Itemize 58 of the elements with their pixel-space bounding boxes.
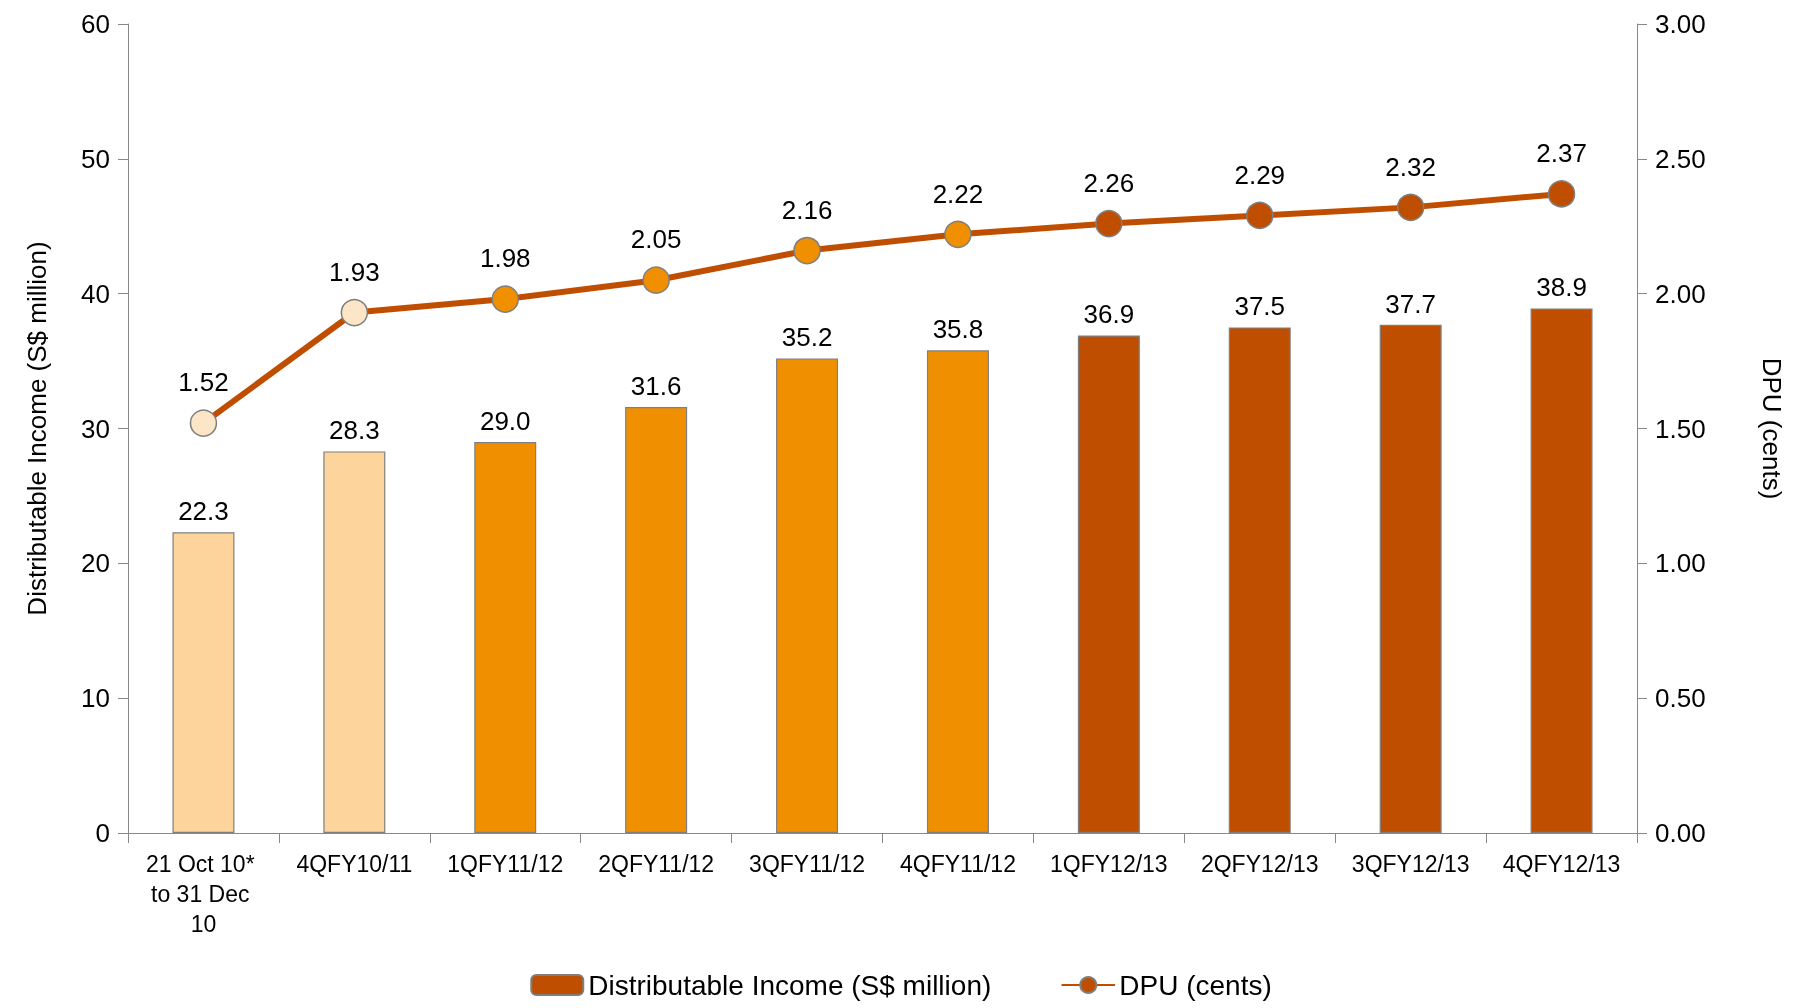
legend-label: Distributable Income (S$ million) (588, 969, 992, 1001)
data-label: 35.2 (781, 322, 833, 353)
x-tick-label: 4QFY10/11 (296, 851, 413, 877)
y-tick-label: 60 (81, 9, 110, 39)
point (189, 409, 218, 437)
data-label: 1.93 (329, 256, 380, 287)
x-tick-label: 4QFY12/13 (1502, 851, 1621, 877)
x-tick-label: 3QFY11/12 (749, 851, 866, 877)
data-label: 38.9 (1536, 272, 1587, 303)
y2-tick-label: 0.50 (1655, 683, 1706, 714)
data-label: 2.16 (781, 194, 833, 225)
data-label: 22.3 (178, 496, 229, 527)
y-tick-label: 20 (81, 548, 110, 579)
data-label: 37.5 (1234, 291, 1286, 322)
y2-axis-title: DPU (cents) (1757, 357, 1787, 500)
data-label: 31.6 (630, 370, 682, 401)
x-tick-label: 4QFY11/12 (899, 851, 1016, 877)
y-tick-label: 10 (81, 683, 110, 714)
point (793, 236, 821, 265)
point (491, 285, 519, 313)
y2-tick-label: 2.50 (1655, 143, 1706, 174)
x-tick-label: 1QFY11/12 (447, 851, 564, 877)
point (1396, 193, 1425, 222)
data-label: 2.32 (1385, 151, 1436, 182)
data-label: 28.3 (329, 415, 380, 446)
data-label: 2.26 (1083, 167, 1135, 198)
y-axis-title: Distributable Income (S$ million) (22, 241, 52, 616)
y-tick-label: 30 (81, 413, 110, 444)
data-label: 29.0 (479, 405, 531, 436)
point (1547, 180, 1576, 208)
data-label: 2.05 (630, 224, 682, 255)
y2-tick-label: 2.00 (1655, 278, 1706, 309)
point (1246, 201, 1274, 230)
y2-tick-label: 3.00 (1655, 9, 1706, 39)
y2-tick-label: 0.00 (1655, 818, 1706, 848)
y2-tick-label: 1.50 (1655, 413, 1706, 444)
y-tick-label: 40 (81, 278, 110, 309)
data-label: 2.37 (1536, 138, 1587, 169)
point (944, 220, 972, 249)
data-label: 2.29 (1234, 159, 1286, 190)
legend-label: DPU (cents) (1119, 969, 1272, 1001)
y-tick-label: 50 (81, 143, 110, 174)
point (642, 266, 670, 294)
x-tick-label: 1QFY12/13 (1050, 851, 1168, 877)
data-label: 1.52 (178, 367, 229, 398)
x-tick-label: 2QFY11/12 (598, 851, 715, 877)
data-label: 36.9 (1083, 299, 1135, 330)
x-tick-label: 3QFY12/13 (1351, 851, 1470, 877)
y-tick-label: 0 (95, 818, 110, 848)
y2-tick-label: 1.00 (1655, 548, 1706, 579)
data-label: 35.8 (932, 314, 984, 345)
point (340, 298, 369, 327)
x-tick-label: 21 Oct 10* to 31 Dec 10 (145, 851, 261, 937)
data-label: 1.98 (479, 243, 531, 274)
x-tick-label: 2QFY12/13 (1200, 851, 1319, 877)
data-label: 37.7 (1385, 288, 1436, 319)
data-label: 2.22 (932, 178, 984, 209)
point (1095, 209, 1123, 238)
